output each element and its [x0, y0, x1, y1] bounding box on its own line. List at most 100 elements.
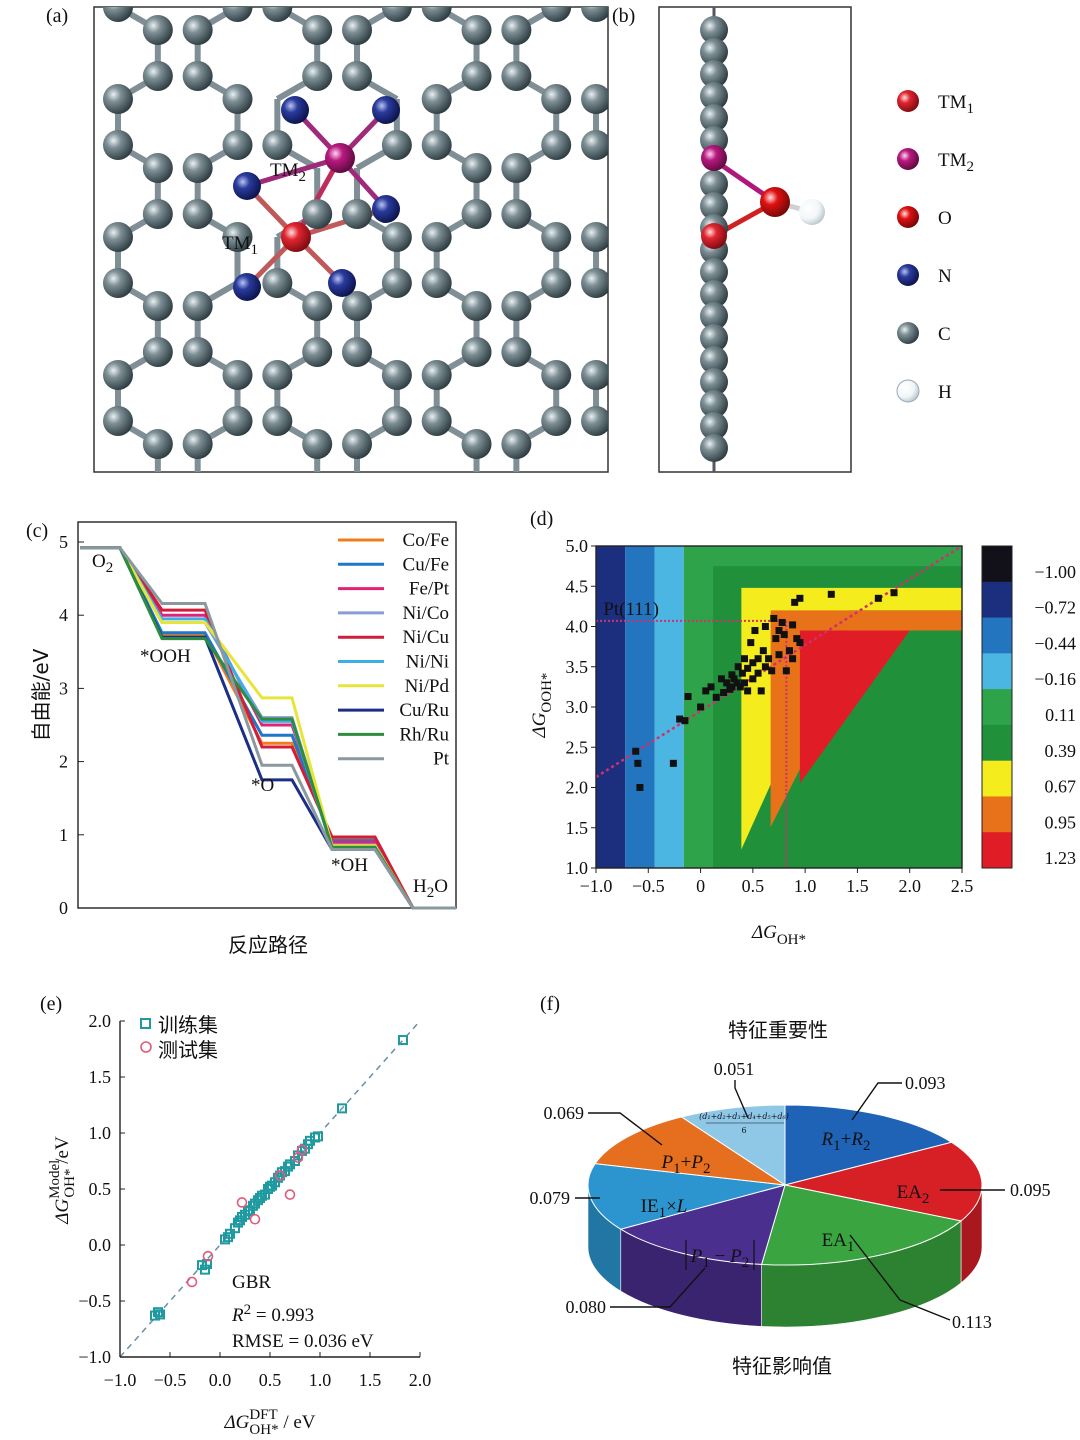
- d-data-point: [728, 671, 736, 679]
- d-colorbar-swatch: [982, 724, 1012, 762]
- d-colorbar-label: 0.11: [1045, 705, 1076, 725]
- c-series-pt: [80, 546, 456, 910]
- carbon-atom: [222, 222, 253, 252]
- d-data-point: [736, 683, 744, 691]
- carbon-atom: [461, 61, 492, 91]
- carbon-atom: [461, 199, 492, 229]
- e-legend-test-icon: [140, 1041, 152, 1053]
- e-ytick-label: −0.5: [78, 1291, 111, 1311]
- carbon-atom: [381, 360, 412, 390]
- legend-atom-tm2-icon: [897, 148, 919, 170]
- carbon-atom: [381, 7, 412, 22]
- d-data-point: [717, 675, 725, 683]
- carbon-atom: [700, 38, 728, 66]
- e-ytick-label: 0.0: [89, 1235, 112, 1255]
- d-annotation: Pt(111): [603, 599, 659, 620]
- e-model: GBR: [232, 1272, 271, 1293]
- d-ytick-label: 1.5: [566, 818, 589, 838]
- d-data-point: [791, 598, 799, 606]
- carbon-atom: [501, 61, 532, 91]
- panel-c-chart: 0 1 2 3 4 5 O2 *OOH *O *OH H2O Co/Fe Cu/Fe Fe/Pt Ni/Co…: [29, 521, 457, 957]
- carbon-atom: [142, 61, 173, 91]
- c-ytick-label: 4: [59, 605, 68, 625]
- e-train-point: [155, 1309, 165, 1320]
- carbon-atom: [342, 61, 373, 91]
- d-data-point: [754, 669, 762, 677]
- d-data-point: [796, 639, 804, 647]
- metal-bond: [293, 156, 343, 239]
- c-ytick-label: 2: [59, 752, 68, 772]
- d-data-point: [751, 627, 759, 635]
- f-label-d-average: (d₁+d₂+d₃+d₄+d₅+d₆): [699, 1112, 789, 1121]
- c-ytick-label: 0: [59, 898, 68, 918]
- d-data-point: [757, 687, 765, 695]
- oxygen-atom: [760, 187, 790, 217]
- d-data-point: [733, 679, 741, 687]
- carbon-atom: [342, 337, 373, 367]
- carbon-atom: [421, 360, 452, 390]
- f-title: 特征重要性: [728, 1018, 828, 1042]
- carbon-atom: [182, 291, 213, 321]
- d-data-point: [634, 759, 642, 767]
- d-ytick-label: 2.5: [566, 737, 589, 757]
- carbon-atom: [541, 406, 572, 436]
- carbon-atom: [700, 412, 728, 440]
- carbon-atom: [302, 337, 333, 367]
- c-legend-label: Cu/Fe: [403, 554, 449, 575]
- nitrogen-atom: [372, 195, 400, 223]
- e-xlabel: ΔGDFT OH* / eV: [223, 1407, 315, 1438]
- c-legend-label: Ni/Co: [403, 603, 449, 624]
- carbon-atom: [700, 16, 728, 44]
- f-value-label: 0.095: [1010, 1180, 1051, 1200]
- d-data-point: [780, 631, 788, 639]
- f-label-p1-minus-p2: P1 − P2: [690, 1246, 749, 1271]
- d-ytick-label: 4.5: [566, 576, 589, 596]
- carbon-atom: [262, 268, 293, 298]
- d-colorbar-swatch: [982, 689, 1012, 726]
- c-legend-label: Ni/Pd: [405, 676, 450, 697]
- carbon-atom: [103, 360, 133, 390]
- carbon-atom: [342, 475, 372, 505]
- panel-label-f: (f): [540, 993, 560, 1015]
- d-data-point: [632, 747, 640, 755]
- tm1-atom: [701, 223, 727, 249]
- c-step-o2: O2: [92, 551, 113, 576]
- carbon-atom: [142, 291, 173, 321]
- d-data-point: [730, 675, 738, 683]
- legend-label: N: [938, 266, 952, 287]
- f-value-label: 0.113: [952, 1312, 992, 1332]
- d-data-point: [740, 679, 748, 687]
- c-step-h2o: H2O: [413, 876, 448, 901]
- carbon-atom: [103, 222, 133, 252]
- d-ytick-label: 2.0: [566, 778, 589, 798]
- f-leader-line: [588, 1112, 663, 1146]
- panel-b-structure: [658, 6, 852, 473]
- carbon-atom: [183, 475, 213, 505]
- e-ylabel: ΔGModelOH* /eV: [47, 1136, 78, 1225]
- f-label-ea2: EA2: [897, 1182, 930, 1207]
- atom-legend: TM1 TM2 O N C H: [896, 90, 974, 403]
- d-data-point: [712, 693, 720, 701]
- f-slice-ea1: [760, 1184, 963, 1266]
- d-data-point: [744, 687, 752, 695]
- carbon-atom: [700, 104, 728, 132]
- e-test-point: [296, 1144, 308, 1156]
- carbon-atom: [541, 7, 572, 22]
- d-xtick-label: 1.5: [846, 876, 869, 896]
- carbon-atom: [501, 199, 532, 229]
- d-colorbar-swatch: [982, 653, 1012, 690]
- carbon-atom: [182, 429, 213, 459]
- legend-label: TM2: [938, 150, 974, 175]
- f-label-d-den: 6: [741, 1126, 746, 1135]
- carbon-atom: [541, 222, 572, 252]
- d-colorbar-label: −0.16: [1034, 669, 1076, 689]
- carbon-atom: [381, 268, 412, 298]
- carbon-atom: [421, 222, 452, 252]
- c-legend-label: Ni/Ni: [406, 652, 449, 673]
- carbon-atom: [700, 302, 728, 330]
- panel-f-chart: 特征重要性 0.093 0.095 0.113 0.080 0.079 0.069 0.05…: [530, 1018, 1051, 1378]
- c-legend-label: Fe/Pt: [409, 579, 450, 600]
- e-xtick-label: 1.5: [359, 1370, 382, 1390]
- panel-label-d: (d): [530, 508, 553, 530]
- carbon-atom: [182, 199, 213, 229]
